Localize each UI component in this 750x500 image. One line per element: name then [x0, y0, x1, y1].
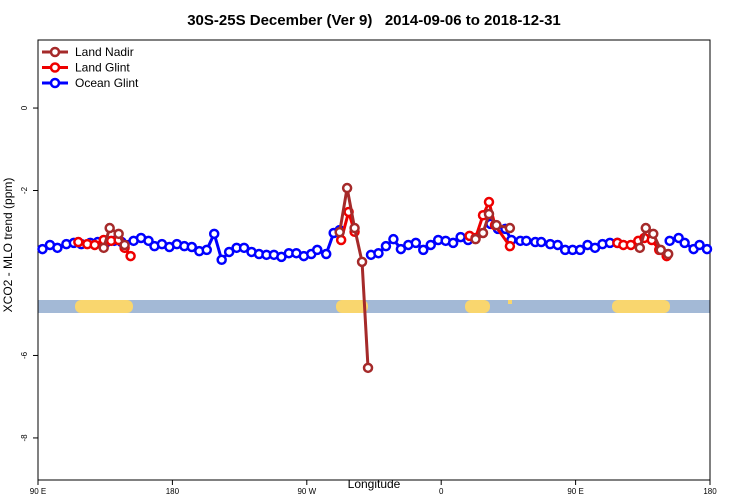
legend-marker: [49, 77, 61, 89]
legend-label: Land Nadir: [75, 45, 134, 59]
data-point: [320, 248, 332, 260]
data-point: [119, 239, 130, 251]
data-point: [655, 244, 666, 256]
data-point: [223, 246, 235, 258]
series-line: [102, 186, 669, 368]
data-point: [694, 239, 705, 251]
data-point: [52, 242, 63, 254]
legend-label: Ocean Glint: [75, 76, 139, 90]
data-point: [334, 226, 345, 238]
data-point: [504, 222, 516, 234]
data-point: [395, 243, 407, 255]
data-point: [89, 239, 100, 251]
x-tick-label: 180: [703, 487, 717, 496]
data-point: [362, 362, 374, 374]
data-point: [425, 239, 436, 251]
data-point: [447, 237, 459, 249]
data-point: [410, 237, 422, 249]
data-point: [373, 247, 384, 259]
y-tick-label: -2: [20, 186, 29, 194]
data-point: [113, 228, 124, 240]
data-point: [634, 242, 646, 254]
data-point: [574, 244, 586, 256]
data-point: [648, 228, 659, 240]
ocean-band: [38, 300, 710, 313]
data-point: [418, 244, 429, 256]
x-axis-label: Longitude: [348, 477, 401, 491]
data-point: [349, 222, 360, 234]
x-tick-label: 90 E: [567, 487, 583, 496]
data-point: [37, 243, 48, 255]
data-point: [238, 242, 250, 254]
data-point: [73, 236, 84, 248]
data-point: [662, 248, 674, 260]
x-tick-label: 180: [166, 487, 180, 496]
x-tick-label: 90 W: [297, 487, 316, 496]
series: [98, 182, 674, 374]
data-point: [186, 241, 198, 253]
data-point: [521, 235, 532, 247]
data-point: [470, 233, 481, 245]
legend-marker: [49, 46, 61, 58]
land-band: [465, 300, 490, 313]
data-point: [679, 237, 690, 249]
x-tick-label: 0: [439, 487, 444, 496]
data-point: [664, 235, 675, 247]
data-point: [341, 182, 353, 194]
data-point: [98, 242, 109, 254]
land-band: [508, 300, 512, 304]
data-point: [208, 228, 220, 240]
data-point: [380, 240, 392, 252]
data-point: [477, 227, 489, 239]
y-tick-label: 0: [20, 105, 29, 110]
data-point: [356, 256, 368, 268]
plot-frame: [37, 39, 711, 481]
legend-label: Land Glint: [75, 61, 130, 75]
land-band: [612, 300, 670, 313]
data-point: [625, 239, 637, 251]
data-point: [125, 250, 136, 262]
data-point: [536, 236, 547, 248]
legend-marker: [49, 62, 61, 73]
data-point: [483, 208, 495, 220]
data-point: [388, 233, 399, 245]
chart-title: 30S-25S December (Ver 9) 2014-09-06 to 2…: [187, 12, 561, 29]
y-tick-label: -8: [20, 434, 29, 442]
data-point: [491, 219, 502, 231]
data-point: [701, 243, 713, 255]
data-point: [201, 244, 212, 256]
data-point: [640, 222, 652, 234]
x-tick-label: 90 E: [30, 487, 46, 496]
surface-strip: [38, 300, 710, 313]
y-tick-label: -6: [20, 351, 29, 359]
land-band: [75, 300, 133, 313]
land-band: [336, 300, 368, 313]
data-point: [216, 254, 227, 266]
data-point: [483, 196, 495, 208]
data-point: [312, 244, 323, 256]
series: [37, 218, 713, 266]
data-point: [104, 222, 115, 234]
data-point: [552, 239, 563, 251]
y-axis-label: XCO2 - MLO trend (ppm): [1, 178, 15, 313]
data-point: [504, 240, 516, 252]
